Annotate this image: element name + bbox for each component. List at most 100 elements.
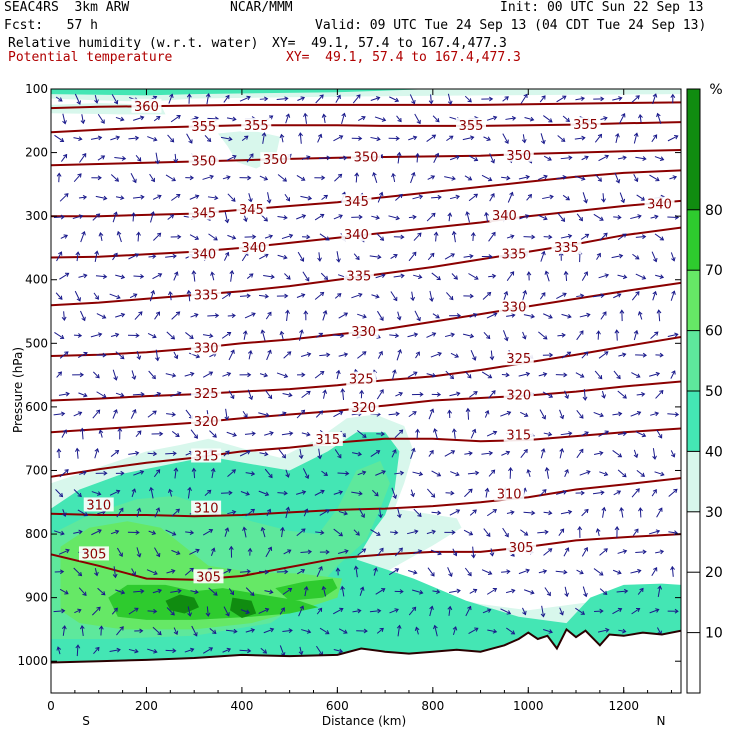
wind-arrow	[60, 234, 69, 239]
wind-arrow	[388, 135, 400, 141]
wind-arrow	[563, 547, 570, 557]
wind-arrow	[593, 96, 605, 102]
y-tick-label: 400	[25, 273, 48, 287]
wind-arrow	[222, 175, 231, 180]
wind-arrow	[227, 313, 236, 319]
wind-arrow	[351, 491, 363, 496]
wind-arrow	[619, 112, 626, 124]
theta-label-bg	[191, 448, 222, 463]
wind-arrow	[593, 450, 604, 456]
wind-arrow	[228, 545, 234, 558]
wind-arrow	[543, 548, 553, 556]
wind-arrow	[410, 447, 416, 459]
wind-arrow	[670, 450, 676, 458]
wind-arrow	[114, 156, 127, 161]
rh-region	[108, 584, 319, 620]
wind-arrow	[297, 96, 306, 101]
wind-arrow	[128, 607, 139, 615]
wind-arrow	[316, 565, 323, 577]
wind-arrow	[633, 174, 639, 183]
center-label: NCAR/MMM	[230, 0, 293, 15]
wind-arrow	[301, 431, 311, 437]
wind-arrow	[225, 628, 238, 634]
wind-arrow	[170, 588, 182, 594]
wind-arrow	[414, 113, 421, 125]
wind-arrow	[375, 470, 386, 476]
wind-arrow	[652, 290, 658, 301]
wind-arrow	[394, 470, 405, 476]
theta-label-bg	[191, 500, 222, 515]
wind-arrow	[147, 608, 158, 614]
wind-arrow	[593, 213, 604, 221]
wind-arrow	[115, 589, 126, 595]
wind-arrow	[633, 449, 639, 459]
wind-arrow	[152, 588, 162, 594]
theta-label-bg	[241, 117, 272, 132]
wind-arrow	[184, 567, 194, 576]
wind-arrow	[481, 96, 494, 102]
wind-arrow	[413, 232, 422, 241]
theta-label-bg	[456, 117, 486, 132]
y-tick-label: 900	[25, 591, 48, 605]
wind-arrow	[171, 549, 181, 555]
theta-label: 350	[354, 151, 379, 166]
wind-arrow	[109, 489, 121, 496]
wind-arrow	[390, 291, 398, 302]
wind-arrow	[97, 113, 105, 124]
x-tick-label: 400	[230, 699, 253, 713]
colorbar-tick-label: 40	[705, 444, 723, 460]
wind-arrow	[619, 309, 625, 322]
wind-arrow	[656, 309, 662, 322]
wind-arrow	[431, 510, 442, 516]
wind-arrow	[574, 175, 586, 181]
wind-arrow	[538, 331, 548, 340]
wind-arrow	[173, 153, 179, 164]
wind-arrow	[165, 648, 177, 654]
wind-arrow	[150, 211, 156, 223]
theta-contour-355	[51, 121, 681, 134]
wind-arrow	[636, 469, 646, 477]
wind-arrow	[95, 195, 108, 201]
wind-arrow	[506, 313, 516, 318]
wind-arrow	[426, 529, 436, 535]
wind-arrow	[53, 214, 65, 220]
wind-arrow	[258, 490, 270, 497]
wind-arrow	[259, 451, 269, 457]
wind-arrow	[165, 253, 177, 259]
wind-arrow	[599, 116, 608, 121]
theta-label: 305	[196, 570, 221, 585]
wind-arrow	[556, 95, 567, 103]
wind-arrow	[339, 155, 348, 161]
wind-arrow	[227, 193, 236, 202]
wind-arrow	[394, 429, 404, 439]
wind-arrow	[388, 215, 400, 221]
wind-arrow	[54, 134, 65, 143]
wind-arrow	[557, 135, 566, 142]
wind-arrow	[191, 270, 197, 282]
wind-arrow	[575, 490, 585, 496]
wind-arrow	[322, 310, 328, 321]
wind-arrow	[332, 333, 345, 339]
wind-arrow	[630, 568, 642, 574]
wind-arrow	[246, 153, 254, 163]
wind-arrow	[78, 194, 88, 200]
wind-arrow	[427, 175, 436, 180]
wind-arrow	[110, 332, 120, 338]
wind-arrow	[449, 509, 461, 516]
wind-arrow	[146, 569, 158, 576]
wind-arrow	[433, 624, 438, 637]
wind-arrow	[444, 176, 456, 181]
wind-arrow	[486, 588, 498, 595]
theta-label: 355	[573, 118, 598, 133]
wind-arrow	[508, 467, 513, 479]
wind-arrow	[132, 391, 145, 397]
wind-arrow	[263, 627, 275, 634]
wind-arrow	[110, 174, 120, 182]
theta-label: 325	[194, 387, 219, 402]
wind-arrow	[564, 468, 569, 478]
wind-arrow	[205, 606, 211, 617]
wind-arrow	[481, 174, 493, 182]
wind-arrow	[611, 253, 624, 259]
wind-arrow	[542, 194, 554, 200]
wind-arrow	[56, 646, 62, 655]
